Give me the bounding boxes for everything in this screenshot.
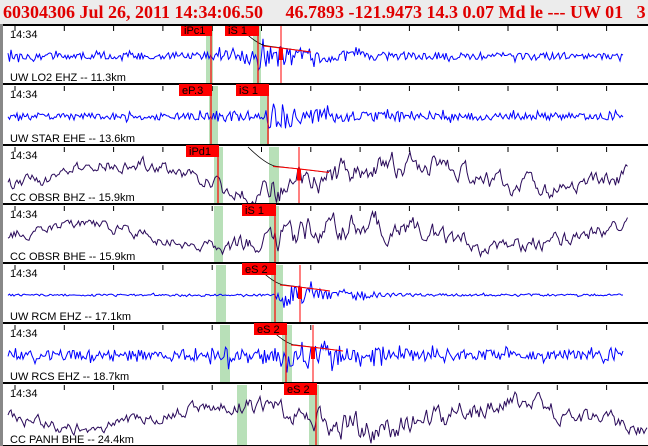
pick-window (214, 206, 223, 263)
phase-pick-label: iPc1 (184, 25, 205, 37)
coda-fit-line (247, 146, 330, 173)
waveform-trace (7, 38, 624, 72)
phase-pick-flag[interactable] (254, 323, 287, 335)
pick-window (271, 265, 283, 323)
panel-separator (3, 262, 648, 264)
seismogram-panels[interactable]: iPc1 iS 1 14:34 UW LO2 EHZ -- 11.3km eP.3 iS … (3, 24, 648, 446)
seismogram-panel[interactable]: iPd1 14:34 CC OBSR BHZ -- 15.9km (3, 145, 648, 205)
time-label: 14:34 (10, 150, 38, 162)
station-label: CC OBSR BHZ -- 15.9km (10, 192, 135, 204)
waveform-trace (7, 281, 624, 308)
seismogram-panel[interactable]: iPc1 iS 1 14:34 UW LO2 EHZ -- 11.3km (3, 24, 648, 85)
time-label: 14:34 (10, 29, 38, 41)
phase-pick-flag[interactable] (225, 24, 259, 36)
seismogram-panel[interactable]: eS 2 14:34 UW RCM EHZ -- 17.1km (3, 263, 648, 324)
station-label: UW RCS EHZ -- 18.7km (10, 371, 129, 383)
waveform-viewer[interactable]: iPc1 iS 1 14:34 UW LO2 EHZ -- 11.3km eP.3 iS … (0, 24, 648, 446)
phase-pick-flag[interactable] (179, 84, 212, 96)
time-label: 14:34 (10, 209, 38, 221)
seismogram-panel[interactable]: iS 1 14:34 CC OBSR BHE -- 15.9km (3, 204, 648, 264)
pick-window (209, 86, 218, 145)
station-label: UW LO2 EHZ -- 11.3km (10, 72, 126, 84)
time-label: 14:34 (10, 388, 38, 400)
amplitude-marker (298, 287, 302, 299)
phase-pick-label: iS 1 (228, 25, 247, 37)
station-label: CC PANH BHE -- 24.4km (10, 434, 134, 446)
pick-window (253, 26, 261, 84)
waveform-trace (7, 150, 628, 205)
pick-window (269, 147, 279, 204)
coda-decay-line (290, 344, 344, 352)
panel-separator (3, 203, 648, 205)
phase-pick-flag[interactable] (181, 24, 212, 36)
phase-pick-label: eP.3 (182, 85, 203, 97)
phase-pick-flag[interactable] (242, 263, 276, 275)
phase-pick-label: eS 2 (245, 264, 268, 276)
time-label: 14:34 (10, 89, 38, 101)
pick-window (282, 325, 292, 383)
panel-separator (3, 382, 648, 384)
phase-pick-label: eS 2 (287, 384, 310, 396)
panel-separator (3, 322, 648, 324)
coda-decay-line (272, 166, 330, 173)
seismogram-panel[interactable]: eP.3 iS 1 14:34 UW STAR EHE -- 13.6km (3, 84, 648, 146)
seismogram-panel[interactable]: eS 2 14:34 UW RCS EHZ -- 18.7km (3, 323, 648, 384)
phase-pick-label: iS 1 (239, 85, 258, 97)
waveform-trace (7, 340, 624, 373)
pick-window (220, 325, 230, 383)
station-label: CC OBSR BHE -- 15.9km (10, 251, 135, 263)
time-label: 14:34 (10, 328, 38, 340)
panel-separator (3, 83, 648, 85)
waveform-trace (7, 103, 624, 129)
station-label: UW RCM EHZ -- 17.1km (10, 311, 131, 323)
phase-pick-flag[interactable] (236, 84, 269, 96)
amplitude-marker (297, 168, 301, 181)
phase-pick-label: iS 1 (245, 205, 264, 217)
station-label: UW STAR EHE -- 13.6km (10, 133, 135, 145)
amplitude-marker (279, 48, 283, 60)
panel-separator (3, 24, 648, 26)
phase-pick-flag[interactable] (186, 145, 219, 157)
amplitude-marker (311, 347, 315, 359)
waveform-trace (7, 209, 628, 259)
phase-pick-label: iPd1 (189, 146, 211, 158)
event-header: 60304306 Jul 26, 2011 14:34:06.50 46.789… (0, 0, 648, 24)
phase-pick-label: eS 2 (257, 324, 280, 336)
panel-separator (3, 144, 648, 146)
pick-window (309, 385, 319, 446)
waveform-trace (7, 390, 648, 444)
coda-decay-line (279, 284, 331, 292)
phase-pick-flag[interactable] (284, 383, 317, 395)
time-label: 14:34 (10, 268, 38, 280)
pick-window (206, 26, 213, 84)
seismogram-panel[interactable]: eS 2 14:34 CC PANH BHE -- 24.4km (3, 383, 648, 446)
phase-pick-flag[interactable] (242, 204, 276, 216)
coda-decay-line (262, 45, 312, 53)
pick-window (237, 385, 247, 446)
